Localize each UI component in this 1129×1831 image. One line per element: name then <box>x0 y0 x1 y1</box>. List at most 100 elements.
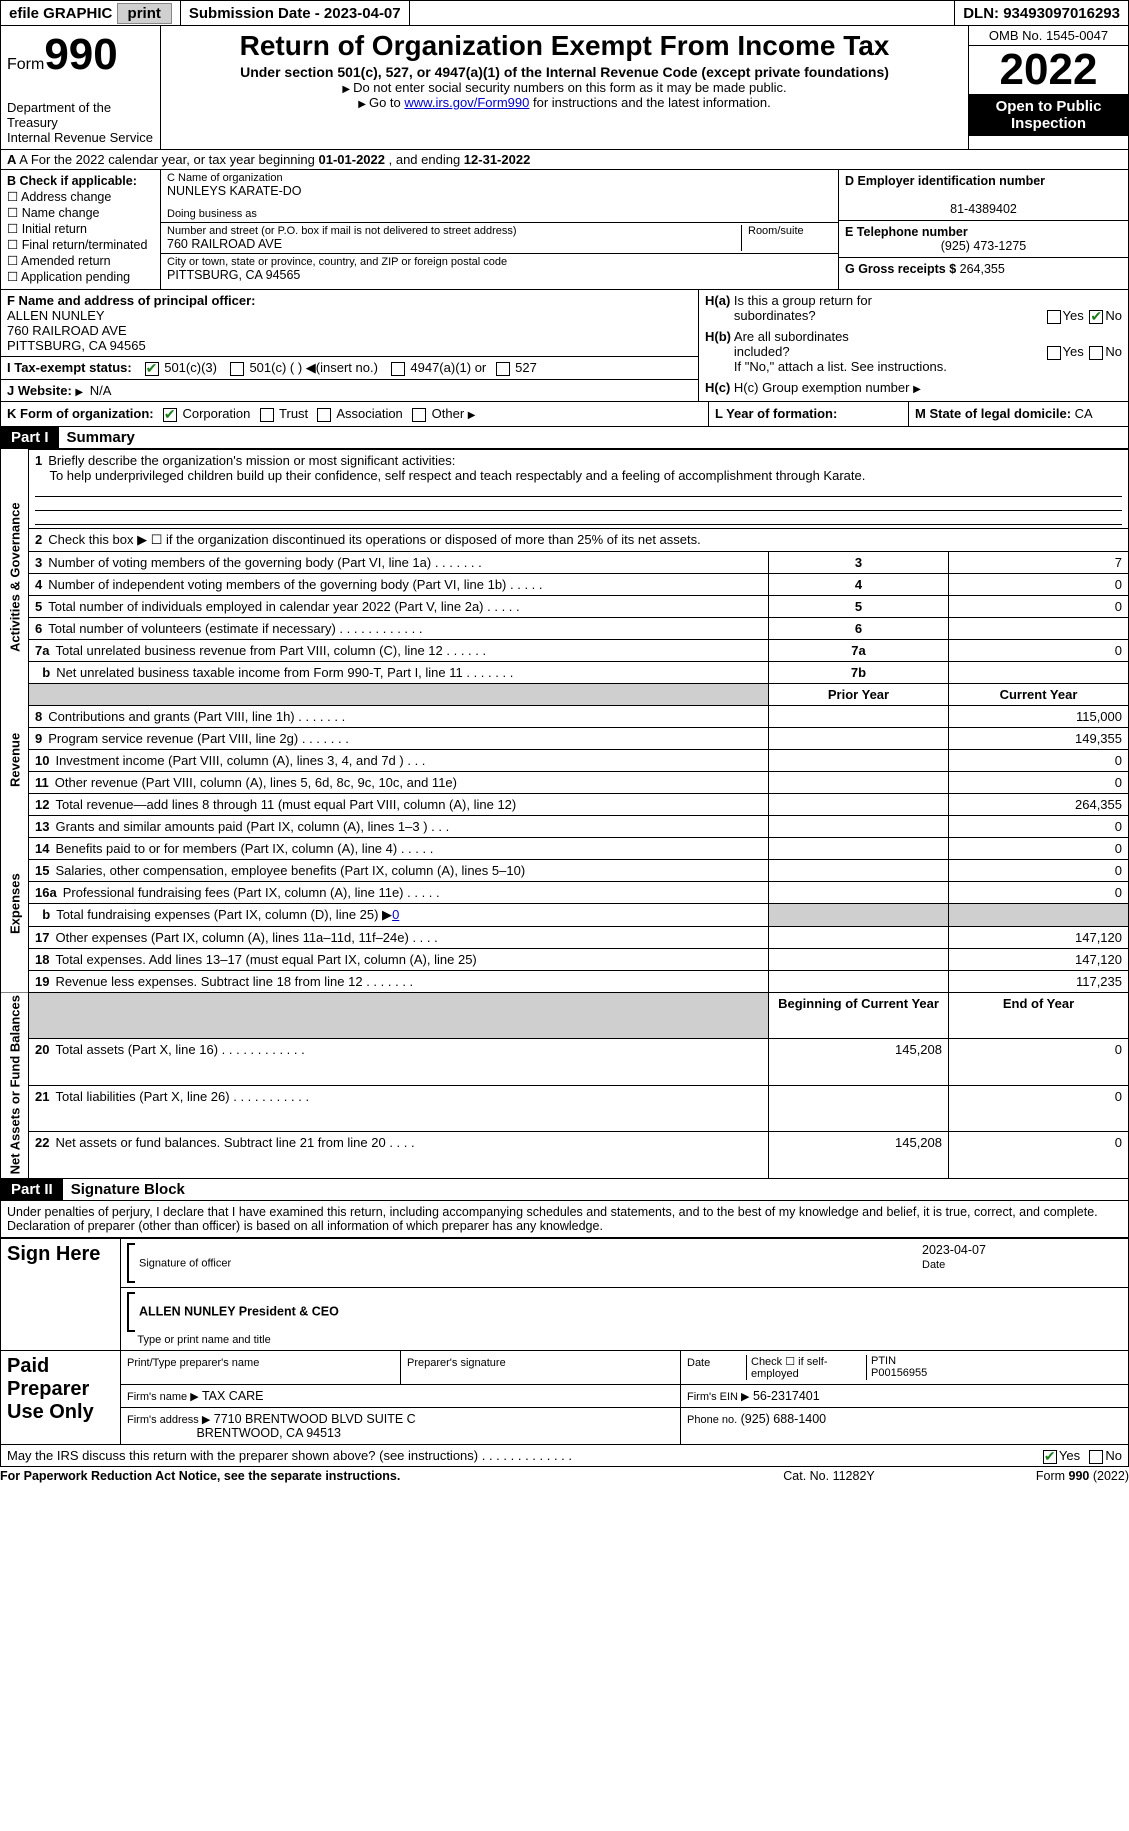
ha-no[interactable] <box>1089 310 1103 324</box>
discuss-row: May the IRS discuss this return with the… <box>0 1445 1129 1467</box>
omb-number: OMB No. 1545-0047 <box>969 26 1128 46</box>
street-address: 760 RAILROAD AVE <box>167 237 735 251</box>
discuss-no[interactable] <box>1089 1450 1103 1464</box>
signature-intro: Under penalties of perjury, I declare th… <box>0 1201 1129 1238</box>
line-6: 6Total number of volunteers (estimate if… <box>1 617 1129 639</box>
hb-yes[interactable] <box>1047 346 1061 360</box>
sidebar-net-assets: Net Assets or Fund Balances <box>1 992 29 1178</box>
chk-527[interactable] <box>496 362 510 376</box>
preparer-phone: (925) 688-1400 <box>741 1412 826 1426</box>
section-fhij: F Name and address of principal officer:… <box>0 290 1129 402</box>
chk-final-return[interactable]: ☐ Final return/terminated <box>7 237 154 252</box>
section-h: H(a) Is this a group return for subordin… <box>698 290 1128 401</box>
line-16a: 16aProfessional fundraising fees (Part I… <box>1 881 1129 903</box>
sidebar-activities-governance: Activities & Governance <box>1 449 29 705</box>
room-suite-label: Room/suite <box>742 225 832 251</box>
section-i: I Tax-exempt status: 501(c)(3) 501(c) ( … <box>1 357 698 380</box>
city-label: City or town, state or province, country… <box>167 256 832 268</box>
org-name-label: C Name of organization <box>167 172 832 184</box>
irs-link[interactable]: www.irs.gov/Form990 <box>404 95 529 110</box>
chk-address-change[interactable]: ☐ Address change <box>7 189 154 204</box>
top-bar: efile GRAPHIC print Submission Date - 20… <box>0 0 1129 26</box>
phone-label: E Telephone number <box>845 225 968 239</box>
section-j: J Website: N/A <box>1 380 698 401</box>
line-17: 17Other expenses (Part IX, column (A), l… <box>1 926 1129 948</box>
section-c: C Name of organization NUNLEYS KARATE-DO… <box>161 170 838 289</box>
hb-no[interactable] <box>1089 346 1103 360</box>
line-5: 5Total number of individuals employed in… <box>1 595 1129 617</box>
line-16b: bTotal fundraising expenses (Part IX, co… <box>1 903 1129 926</box>
ptin-value: P00156955 <box>871 1367 927 1379</box>
signature-officer-label: Signature of officer <box>139 1257 231 1269</box>
dln: DLN: 93493097016293 <box>954 1 1128 25</box>
note-1: Do not enter social security numbers on … <box>169 80 960 95</box>
line-7a: 7aTotal unrelated business revenue from … <box>1 639 1129 661</box>
section-de: D Employer identification number 81-4389… <box>838 170 1128 289</box>
section-klm: K Form of organization: Corporation Trus… <box>0 402 1129 427</box>
ein-value: 81-4389402 <box>845 202 1122 216</box>
chk-association[interactable] <box>317 408 331 422</box>
chk-application-pending[interactable]: ☐ Application pending <box>7 269 154 284</box>
chk-corporation[interactable] <box>163 408 177 422</box>
line-9: 9Program service revenue (Part VIII, lin… <box>1 727 1129 749</box>
chk-trust[interactable] <box>260 408 274 422</box>
chk-amended-return[interactable]: ☐ Amended return <box>7 253 154 268</box>
gross-receipts: G Gross receipts $ 264,355 <box>839 258 1128 280</box>
line-15: 15Salaries, other compensation, employee… <box>1 859 1129 881</box>
chk-4947[interactable] <box>391 362 405 376</box>
part2-header: Part II Signature Block <box>0 1179 1129 1201</box>
line-4: 4Number of independent voting members of… <box>1 573 1129 595</box>
firm-name: TAX CARE <box>202 1389 264 1403</box>
city-state-zip: PITTSBURG, CA 94565 <box>167 268 832 282</box>
form-header: Form990 Department of the Treasury Inter… <box>0 26 1129 150</box>
print-button[interactable]: print <box>117 3 172 24</box>
line-13: 13Grants and similar amounts paid (Part … <box>29 815 769 837</box>
form-number: Form990 <box>7 30 154 80</box>
sign-here-label: Sign Here <box>1 1238 121 1350</box>
firm-address: 7710 BRENTWOOD BLVD SUITE C <box>214 1412 416 1426</box>
ein-label: D Employer identification number <box>845 174 1045 188</box>
ha-yes[interactable] <box>1047 310 1061 324</box>
efile-label: efile GRAPHIC print <box>1 1 181 25</box>
line-20: 20Total assets (Part X, line 16) . . . .… <box>1 1039 1129 1086</box>
chk-initial-return[interactable]: ☐ Initial return <box>7 221 154 236</box>
org-name: NUNLEYS KARATE-DO <box>167 184 832 198</box>
line-2: 2Check this box ▶ ☐ if the organization … <box>29 528 1129 551</box>
chk-501c3[interactable] <box>145 362 159 376</box>
line-10: 10Investment income (Part VIII, column (… <box>1 749 1129 771</box>
line-12: 12Total revenue—add lines 8 through 11 (… <box>1 793 1129 815</box>
discuss-yes[interactable] <box>1043 1450 1057 1464</box>
line-19: 19Revenue less expenses. Subtract line 1… <box>1 970 1129 992</box>
line-8: 8Contributions and grants (Part VIII, li… <box>29 705 769 727</box>
form-subtitle: Under section 501(c), 527, or 4947(a)(1)… <box>169 64 960 80</box>
section-l: L Year of formation: <box>708 402 908 426</box>
signature-date: 2023-04-07 <box>922 1243 986 1257</box>
department: Department of the Treasury Internal Reve… <box>7 100 154 145</box>
open-to-public: Open to Public Inspection <box>969 94 1128 136</box>
firm-ein: 56-2317401 <box>753 1389 820 1403</box>
page-footer: For Paperwork Reduction Act Notice, see … <box>0 1467 1129 1485</box>
officer-name: ALLEN NUNLEY President & CEO <box>139 1304 339 1318</box>
form-title: Return of Organization Exempt From Incom… <box>169 30 960 62</box>
sidebar-revenue: Revenue <box>1 705 29 815</box>
section-f: F Name and address of principal officer:… <box>1 290 698 357</box>
line-18: 18Total expenses. Add lines 13–17 (must … <box>1 948 1129 970</box>
mission-text: To help underprivileged children build u… <box>49 468 865 483</box>
section-b: B Check if applicable: ☐ Address change … <box>1 170 161 289</box>
street-label: Number and street (or P.O. box if mail i… <box>167 225 735 237</box>
dba-label: Doing business as <box>167 208 832 220</box>
chk-501c[interactable] <box>230 362 244 376</box>
line-14: 14Benefits paid to or for members (Part … <box>1 837 1129 859</box>
line-3: 3Number of voting members of the governi… <box>1 551 1129 573</box>
chk-name-change[interactable]: ☐ Name change <box>7 205 154 220</box>
signature-block: Sign Here Signature of officer 2023-04-0… <box>0 1238 1129 1445</box>
section-m: M State of legal domicile: CA <box>908 402 1128 426</box>
submission-date: Submission Date - 2023-04-07 <box>181 1 410 25</box>
line-7b: bNet unrelated business taxable income f… <box>1 661 1129 683</box>
row-a-tax-year: A A For the 2022 calendar year, or tax y… <box>0 150 1129 170</box>
line-22: 22Net assets or fund balances. Subtract … <box>1 1132 1129 1179</box>
paid-preparer-label: Paid Preparer Use Only <box>1 1350 121 1444</box>
note-2: Go to www.irs.gov/Form990 for instructio… <box>169 95 960 110</box>
chk-other[interactable] <box>412 408 426 422</box>
section-bcdefg: B Check if applicable: ☐ Address change … <box>0 170 1129 290</box>
